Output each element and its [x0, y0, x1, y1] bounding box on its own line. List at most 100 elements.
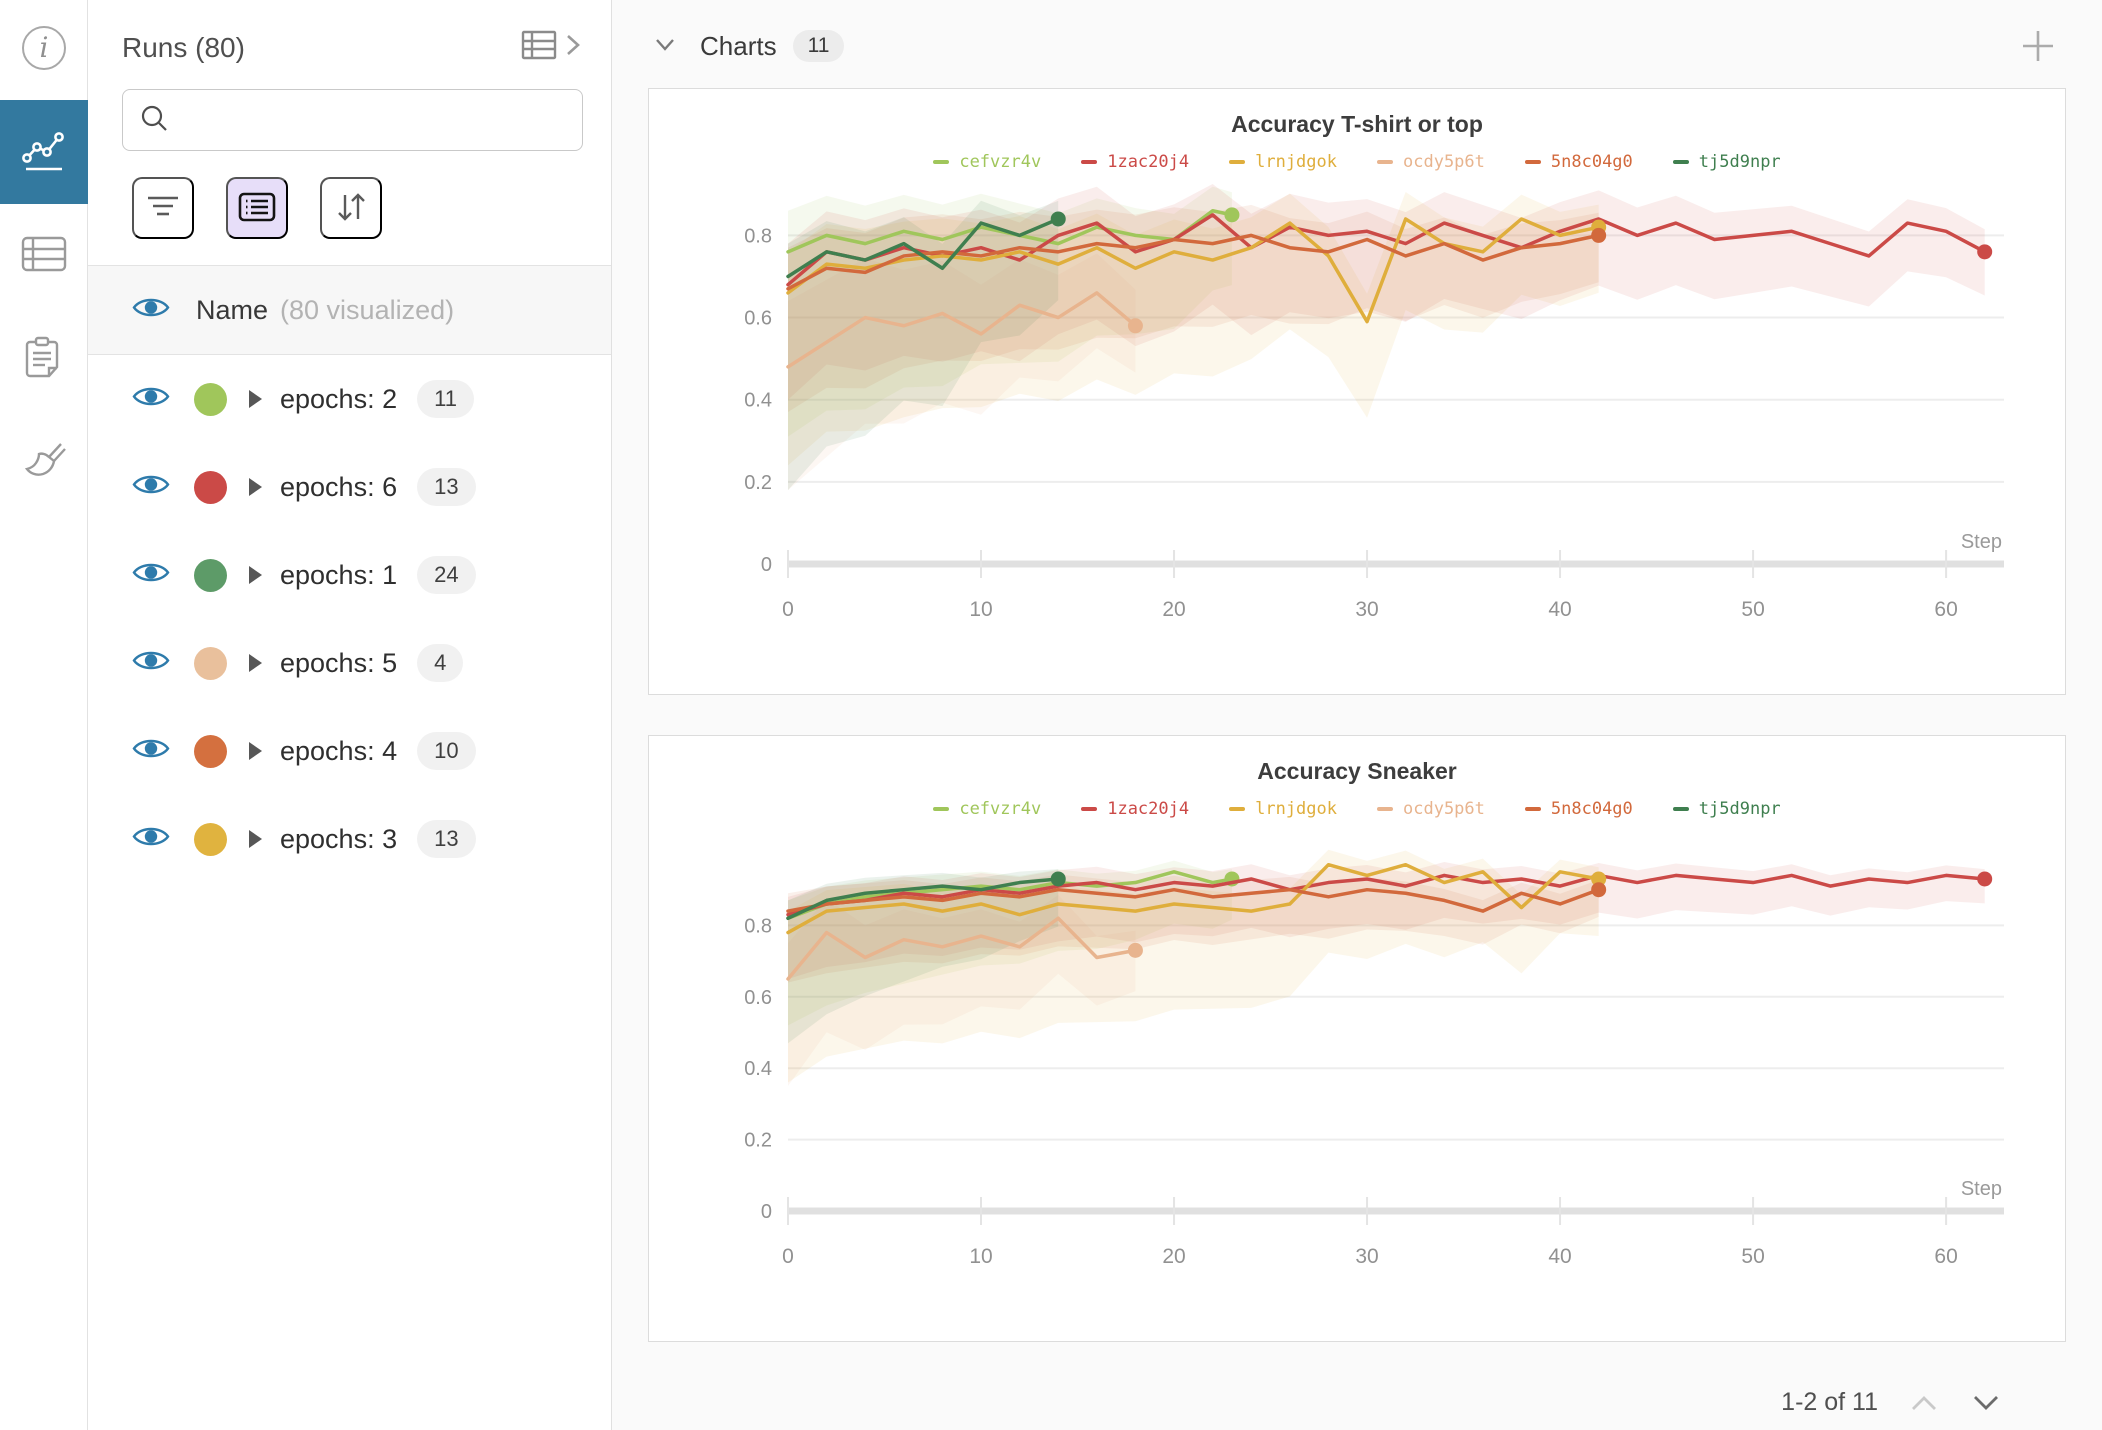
- legend-dash-icon: [933, 807, 950, 811]
- run-group-row[interactable]: epochs: 5 4: [88, 619, 611, 707]
- run-color-dot: [194, 822, 227, 856]
- search-icon: [139, 103, 169, 138]
- sort-button[interactable]: [320, 177, 382, 239]
- section-title: Charts: [700, 30, 777, 61]
- page-up-button[interactable]: [1908, 1392, 1940, 1414]
- chart-plot[interactable]: 0 0.2 0.4 0.6 0.8 0 10 20 30 40 50 60 Step: [682, 823, 2032, 1293]
- expand-caret-icon[interactable]: [249, 830, 262, 848]
- legend-dash-icon: [1081, 807, 1098, 811]
- eye-icon[interactable]: [132, 647, 170, 679]
- legend-run-name: tj5d9npr: [1698, 799, 1781, 819]
- eye-icon[interactable]: [132, 294, 170, 326]
- legend-item[interactable]: cefvzr4v: [933, 152, 1041, 172]
- expand-caret-icon[interactable]: [249, 478, 262, 496]
- svg-text:Step: Step: [1961, 531, 2002, 553]
- notes-icon: [24, 336, 64, 385]
- notes-tab[interactable]: [0, 308, 88, 412]
- table-panel-icon: [521, 30, 557, 65]
- run-count-badge: 13: [417, 468, 476, 506]
- eye-icon[interactable]: [132, 559, 170, 591]
- svg-text:60: 60: [1934, 598, 1957, 621]
- svg-text:0.6: 0.6: [744, 987, 772, 1009]
- legend-run-name: ocdy5p6t: [1403, 799, 1485, 819]
- legend-dash-icon: [1672, 807, 1689, 811]
- eye-icon[interactable]: [132, 735, 170, 767]
- charts-tab[interactable]: [0, 100, 88, 204]
- filter-button[interactable]: [132, 177, 194, 239]
- table-icon: [21, 236, 67, 277]
- runs-panel-title: Runs (80): [122, 31, 245, 63]
- svg-text:0.4: 0.4: [744, 1058, 772, 1080]
- legend-item[interactable]: lrnjdgok: [1229, 799, 1337, 819]
- page-down-button[interactable]: [1970, 1392, 2002, 1414]
- sweeps-tab[interactable]: [0, 412, 88, 516]
- visualized-sub: (80 visualized): [280, 294, 455, 325]
- svg-text:Step: Step: [1961, 1178, 2002, 1200]
- expand-runs-table-button[interactable]: [521, 30, 583, 65]
- section-count-badge: 11: [792, 30, 845, 62]
- eye-icon[interactable]: [132, 823, 170, 855]
- group-list-button[interactable]: [226, 177, 288, 239]
- run-group-row[interactable]: epochs: 3 13: [88, 795, 611, 883]
- run-group-label: epochs: 3: [280, 823, 398, 854]
- svg-text:i: i: [39, 31, 48, 64]
- svg-text:40: 40: [1548, 1245, 1571, 1268]
- svg-text:0.4: 0.4: [744, 390, 772, 412]
- legend-item[interactable]: 1zac20j4: [1081, 799, 1189, 819]
- legend-dash-icon: [1377, 807, 1393, 811]
- legend-item[interactable]: 5n8c04g0: [1524, 799, 1633, 819]
- run-group-row[interactable]: epochs: 2 11: [88, 355, 611, 443]
- run-color-dot: [194, 646, 227, 680]
- collapse-section-button[interactable]: [652, 31, 678, 62]
- expand-caret-icon[interactable]: [249, 566, 262, 584]
- run-group-row[interactable]: epochs: 4 10: [88, 707, 611, 795]
- legend-dash-icon: [1229, 807, 1246, 811]
- legend-run-name: cefvzr4v: [959, 152, 1042, 172]
- legend-item[interactable]: lrnjdgok: [1229, 152, 1337, 172]
- eye-icon[interactable]: [132, 383, 170, 415]
- run-color-dot: [194, 734, 227, 768]
- expand-caret-icon[interactable]: [249, 742, 262, 760]
- legend-dash-icon: [1081, 160, 1098, 164]
- svg-text:0.8: 0.8: [744, 225, 772, 247]
- info-tab[interactable]: i: [0, 0, 88, 100]
- legend-dash-icon: [1377, 160, 1393, 164]
- legend-item[interactable]: ocdy5p6t: [1377, 152, 1485, 172]
- eye-icon[interactable]: [132, 471, 170, 503]
- legend-item[interactable]: 1zac20j4: [1081, 152, 1189, 172]
- legend-item[interactable]: cefvzr4v: [933, 799, 1041, 819]
- expand-caret-icon[interactable]: [249, 390, 262, 408]
- visualized-header-row[interactable]: Name (80 visualized): [88, 265, 611, 355]
- legend-run-name: 5n8c04g0: [1550, 799, 1633, 819]
- legend-item[interactable]: tj5d9npr: [1672, 152, 1781, 172]
- chart-panel: Accuracy Sneaker cefvzr4v 1zac20j4 lrnjdgo…: [648, 735, 2066, 1342]
- legend-run-name: lrnjdgok: [1255, 799, 1337, 819]
- add-panel-button[interactable]: [2018, 26, 2058, 66]
- run-group-label: epochs: 6: [280, 471, 398, 502]
- legend-item[interactable]: 5n8c04g0: [1524, 152, 1633, 172]
- charts-section: Charts 11 Accuracy T-shirt or top cefvzr…: [612, 0, 2102, 1430]
- svg-text:0.8: 0.8: [744, 915, 772, 937]
- legend-dash-icon: [1524, 160, 1541, 164]
- run-group-list: epochs: 2 11 epochs: 6 13 epochs: 1 24: [88, 355, 611, 883]
- chart-cards: Accuracy T-shirt or top cefvzr4v 1zac20j4…: [648, 88, 2066, 1382]
- run-group-row[interactable]: epochs: 1 24: [88, 531, 611, 619]
- svg-text:0: 0: [761, 554, 772, 576]
- run-group-row[interactable]: epochs: 6 13: [88, 443, 611, 531]
- pagination-label: 1-2 of 11: [1781, 1388, 1878, 1416]
- legend-run-name: cefvzr4v: [959, 799, 1042, 819]
- table-tab[interactable]: [0, 204, 88, 308]
- expand-caret-icon[interactable]: [249, 654, 262, 672]
- legend-item[interactable]: tj5d9npr: [1672, 799, 1781, 819]
- svg-text:10: 10: [969, 598, 992, 621]
- chart-plot[interactable]: 0 0.2 0.4 0.6 0.8 0 10 20 30 40 50 60 Step: [682, 176, 2032, 646]
- svg-text:30: 30: [1355, 1245, 1378, 1268]
- run-count-badge: 24: [417, 556, 476, 594]
- svg-text:0.2: 0.2: [744, 472, 772, 494]
- run-color-dot: [194, 382, 227, 416]
- run-group-label: epochs: 4: [280, 735, 398, 766]
- search-input[interactable]: [181, 106, 566, 134]
- list-icon: [238, 192, 276, 225]
- chart-title: Accuracy Sneaker: [1257, 758, 1457, 784]
- legend-item[interactable]: ocdy5p6t: [1377, 799, 1485, 819]
